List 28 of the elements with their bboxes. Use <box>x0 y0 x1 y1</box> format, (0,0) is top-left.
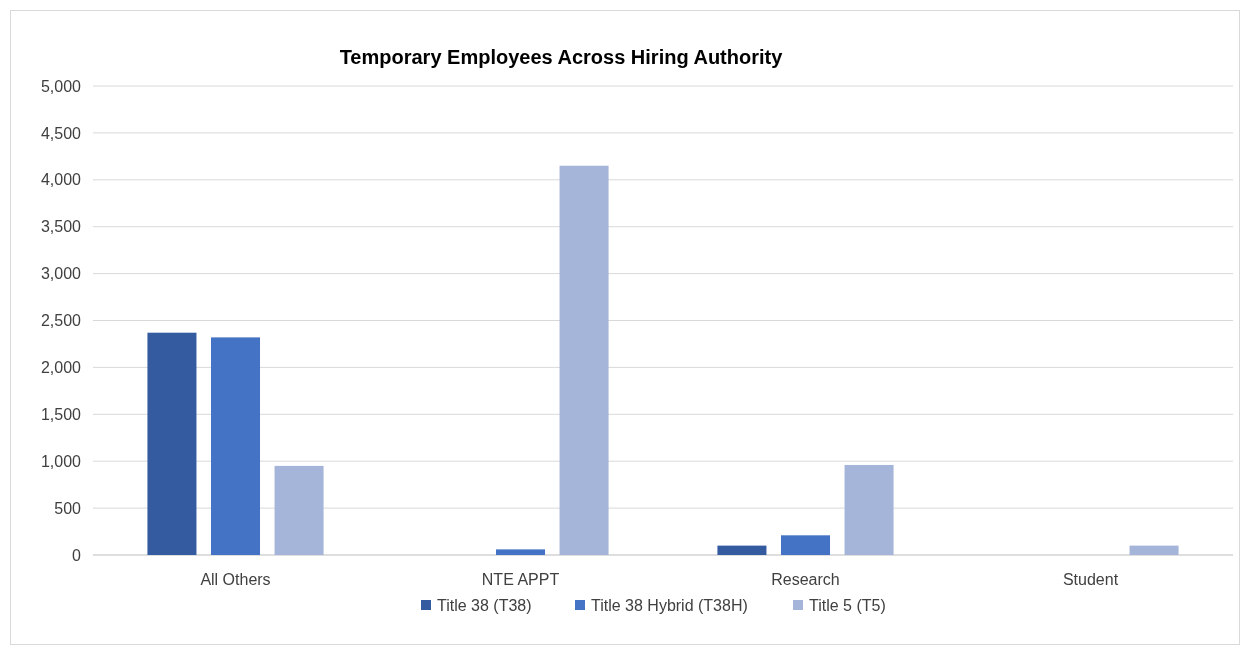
bar <box>274 465 324 555</box>
legend-label: Title 38 Hybrid (T38H) <box>591 596 748 614</box>
y-tick-label: 1,500 <box>40 405 82 423</box>
y-tick-label: 1,000 <box>40 452 82 470</box>
bar <box>559 165 609 555</box>
y-tick-label: 3,000 <box>40 265 82 283</box>
y-tick-label: 500 <box>54 499 82 517</box>
bar <box>147 332 197 555</box>
x-tick-label: All Others <box>200 571 271 588</box>
y-tick-label: 0 <box>72 546 82 564</box>
chart-title: Temporary Employees Across Hiring Authority <box>339 46 784 68</box>
x-tick-label: NTE APPT <box>481 571 560 588</box>
y-tick-label: 4,000 <box>40 171 82 189</box>
y-tick-label: 4,500 <box>40 124 82 142</box>
bar <box>210 337 261 555</box>
bar <box>717 545 767 555</box>
legend-label: Title 38 (T38) <box>437 596 532 614</box>
bar <box>844 464 894 555</box>
y-tick-label: 3,500 <box>40 218 82 236</box>
y-tick-label: 2,000 <box>40 359 82 376</box>
x-tick-label: Student <box>1062 571 1119 588</box>
bar <box>780 535 831 555</box>
bar <box>1129 545 1179 555</box>
bar <box>495 549 546 555</box>
y-tick-label: 5,000 <box>40 77 82 95</box>
legend-label: Title 5 (T5) <box>809 596 886 614</box>
y-tick-label: 2,500 <box>40 312 82 330</box>
x-tick-label: Research <box>771 571 840 588</box>
